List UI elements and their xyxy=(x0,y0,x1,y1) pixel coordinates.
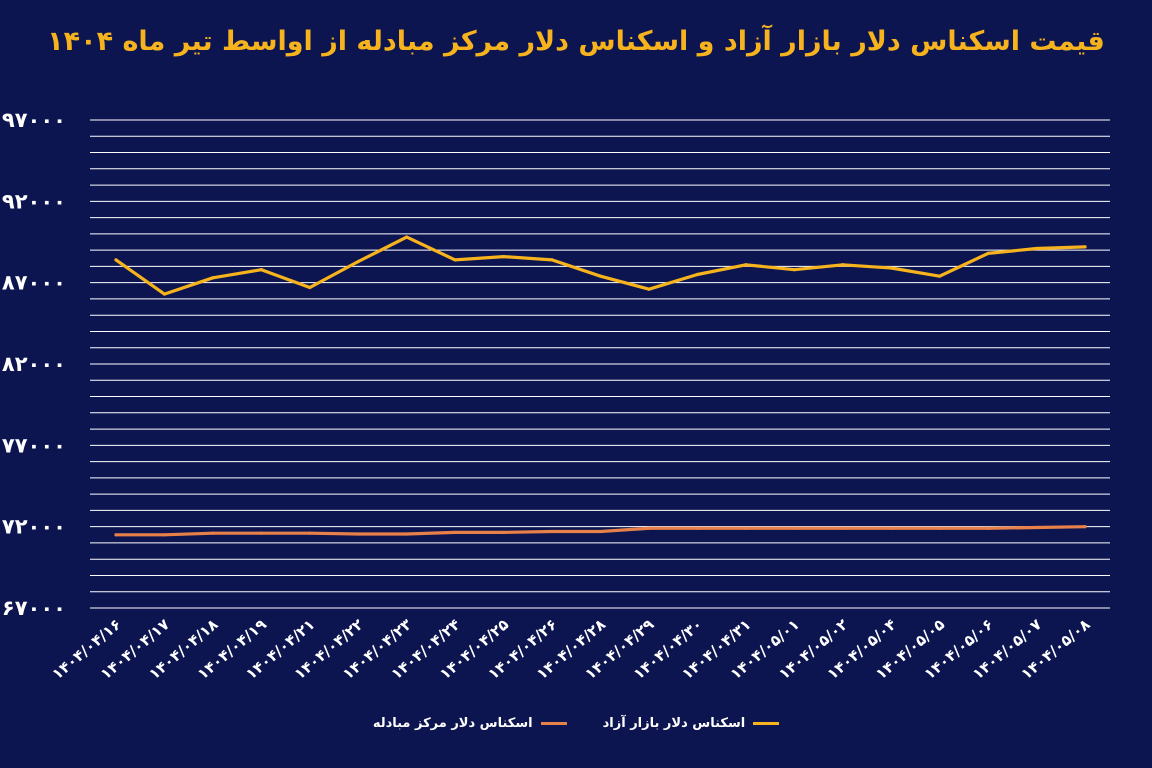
legend-swatch xyxy=(540,722,567,725)
y-tick-label: ۸۷۰۰۰ xyxy=(2,271,66,295)
data-point xyxy=(453,258,457,262)
legend-swatch xyxy=(753,722,780,725)
data-point xyxy=(1034,525,1039,530)
data-point xyxy=(162,533,167,537)
y-tick-label: ۷۲۰۰۰ xyxy=(2,515,66,539)
y-tick-label: ۷۷۰۰۰ xyxy=(2,433,66,457)
data-point xyxy=(744,263,748,267)
data-point xyxy=(308,285,312,290)
series-2 xyxy=(114,525,1087,537)
data-point xyxy=(550,529,554,534)
legend-label: اسکناس دلار مرکز مبادله xyxy=(372,716,533,731)
data-point xyxy=(792,268,796,272)
data-point xyxy=(695,526,700,530)
legend: اسکناس دلار بازار آزاد اسکناس دلار مرکز … xyxy=(0,716,1152,731)
y-axis-tick-labels: ۶۷۰۰۰ ۷۲۰۰۰ ۷۷۰۰۰ ۸۲۰۰۰ ۸۷۰۰۰ ۹۲۰۰۰ ۹۷۰۰۰ xyxy=(2,108,66,620)
data-point xyxy=(308,531,312,535)
data-point xyxy=(695,272,700,277)
data-point xyxy=(1083,525,1087,529)
data-point xyxy=(1083,245,1087,249)
data-point xyxy=(647,287,651,291)
y-tick-label: ۸۲۰۰۰ xyxy=(2,352,66,376)
y-tick-label: ۶۷۰۰۰ xyxy=(2,596,66,620)
data-point xyxy=(938,526,942,530)
data-point xyxy=(259,531,263,535)
data-point xyxy=(841,526,845,530)
series-lines xyxy=(114,235,1087,537)
data-point xyxy=(889,266,893,270)
data-point xyxy=(889,526,893,530)
data-point xyxy=(550,258,554,262)
series-1 xyxy=(114,235,1087,296)
y-tick-label: ۹۲۰۰۰ xyxy=(2,189,66,213)
y-tick-label: ۹۷۰۰۰ xyxy=(2,108,66,132)
data-point xyxy=(356,259,360,264)
x-axis-tick-labels: ۱۴۰۴/۰۴/۱۶۱۴۰۴/۰۴/۱۷۱۴۰۴/۰۴/۱۸۱۴۰۴/۰۴/۱۹… xyxy=(48,615,1093,683)
legend-label: اسکناس دلار بازار آزاد xyxy=(602,716,746,731)
legend-item-series-2: اسکناس دلار مرکز مبادله xyxy=(373,716,567,731)
data-point xyxy=(114,533,118,537)
data-point xyxy=(647,526,651,530)
chart-title: قیمت اسکناس دلار بازار آزاد و اسکناس دلا… xyxy=(47,26,1105,57)
data-point xyxy=(744,526,748,530)
series-line xyxy=(114,235,1087,296)
data-point xyxy=(502,255,506,259)
legend-item-series-1: اسکناس دلار بازار آزاد xyxy=(603,716,780,731)
data-point xyxy=(211,531,215,535)
data-point xyxy=(986,526,990,530)
data-point xyxy=(162,292,167,296)
data-point xyxy=(502,530,506,534)
data-point xyxy=(986,251,990,255)
data-point xyxy=(598,274,603,278)
data-point xyxy=(792,526,796,530)
data-point xyxy=(405,235,409,239)
data-point xyxy=(211,276,215,280)
data-point xyxy=(841,263,845,267)
data-point xyxy=(114,258,118,262)
gridlines xyxy=(90,119,1110,609)
data-point xyxy=(259,268,263,272)
data-point xyxy=(405,532,409,536)
data-point xyxy=(1034,246,1039,251)
data-point xyxy=(598,529,603,534)
data-point xyxy=(938,274,942,278)
data-point xyxy=(453,530,457,534)
data-point xyxy=(356,532,360,536)
